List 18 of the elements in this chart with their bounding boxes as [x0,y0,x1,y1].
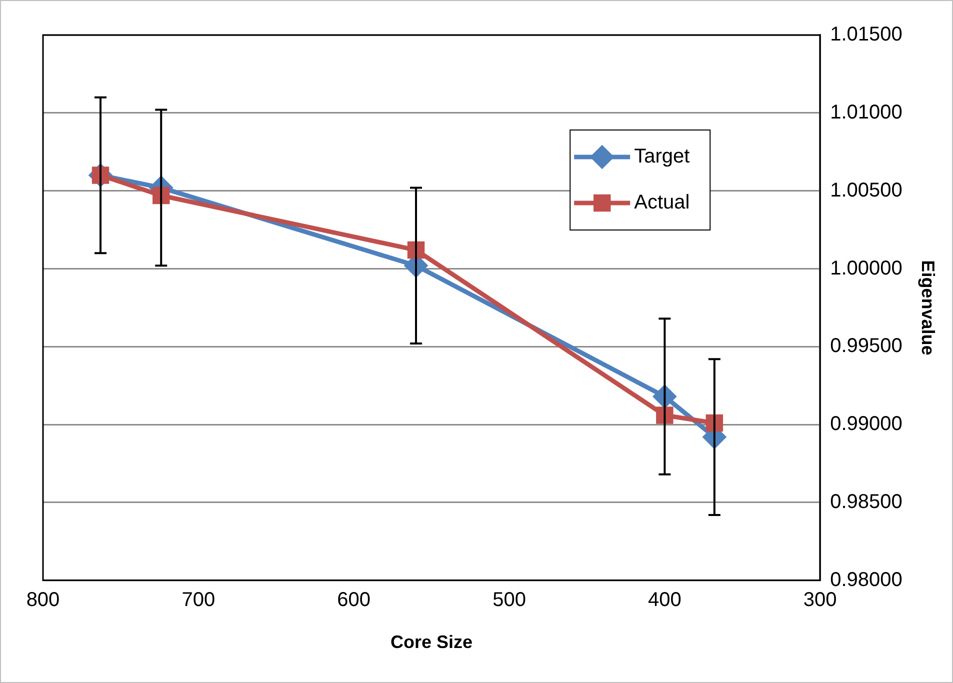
y2-axis-title: Eigenvalue [918,260,938,356]
x-tick-label: 800 [26,588,60,611]
y2-tick-label: 0.99000 [830,413,902,436]
x-tick-label: 500 [492,588,526,611]
x-axis-title: Core Size [390,632,473,652]
y2-tick-label: 0.99500 [830,335,902,358]
x-tick-label: 600 [337,588,371,611]
y2-tick-label: 1.00000 [830,257,902,280]
legend-label: Target [634,146,690,168]
x-tick-label: 700 [182,588,216,611]
legend-label: Actual [634,192,690,214]
y2-tick-label: 1.00500 [830,179,902,202]
y2-tick-label: 0.98500 [830,491,902,513]
x-tick-label: 300 [803,588,837,611]
x-tick-label: 400 [648,588,682,611]
y2-tick-label: 0.98000 [830,568,902,591]
y2-tick-label: 1.01500 [830,24,902,46]
y2-tick-label: 1.01000 [830,101,902,124]
